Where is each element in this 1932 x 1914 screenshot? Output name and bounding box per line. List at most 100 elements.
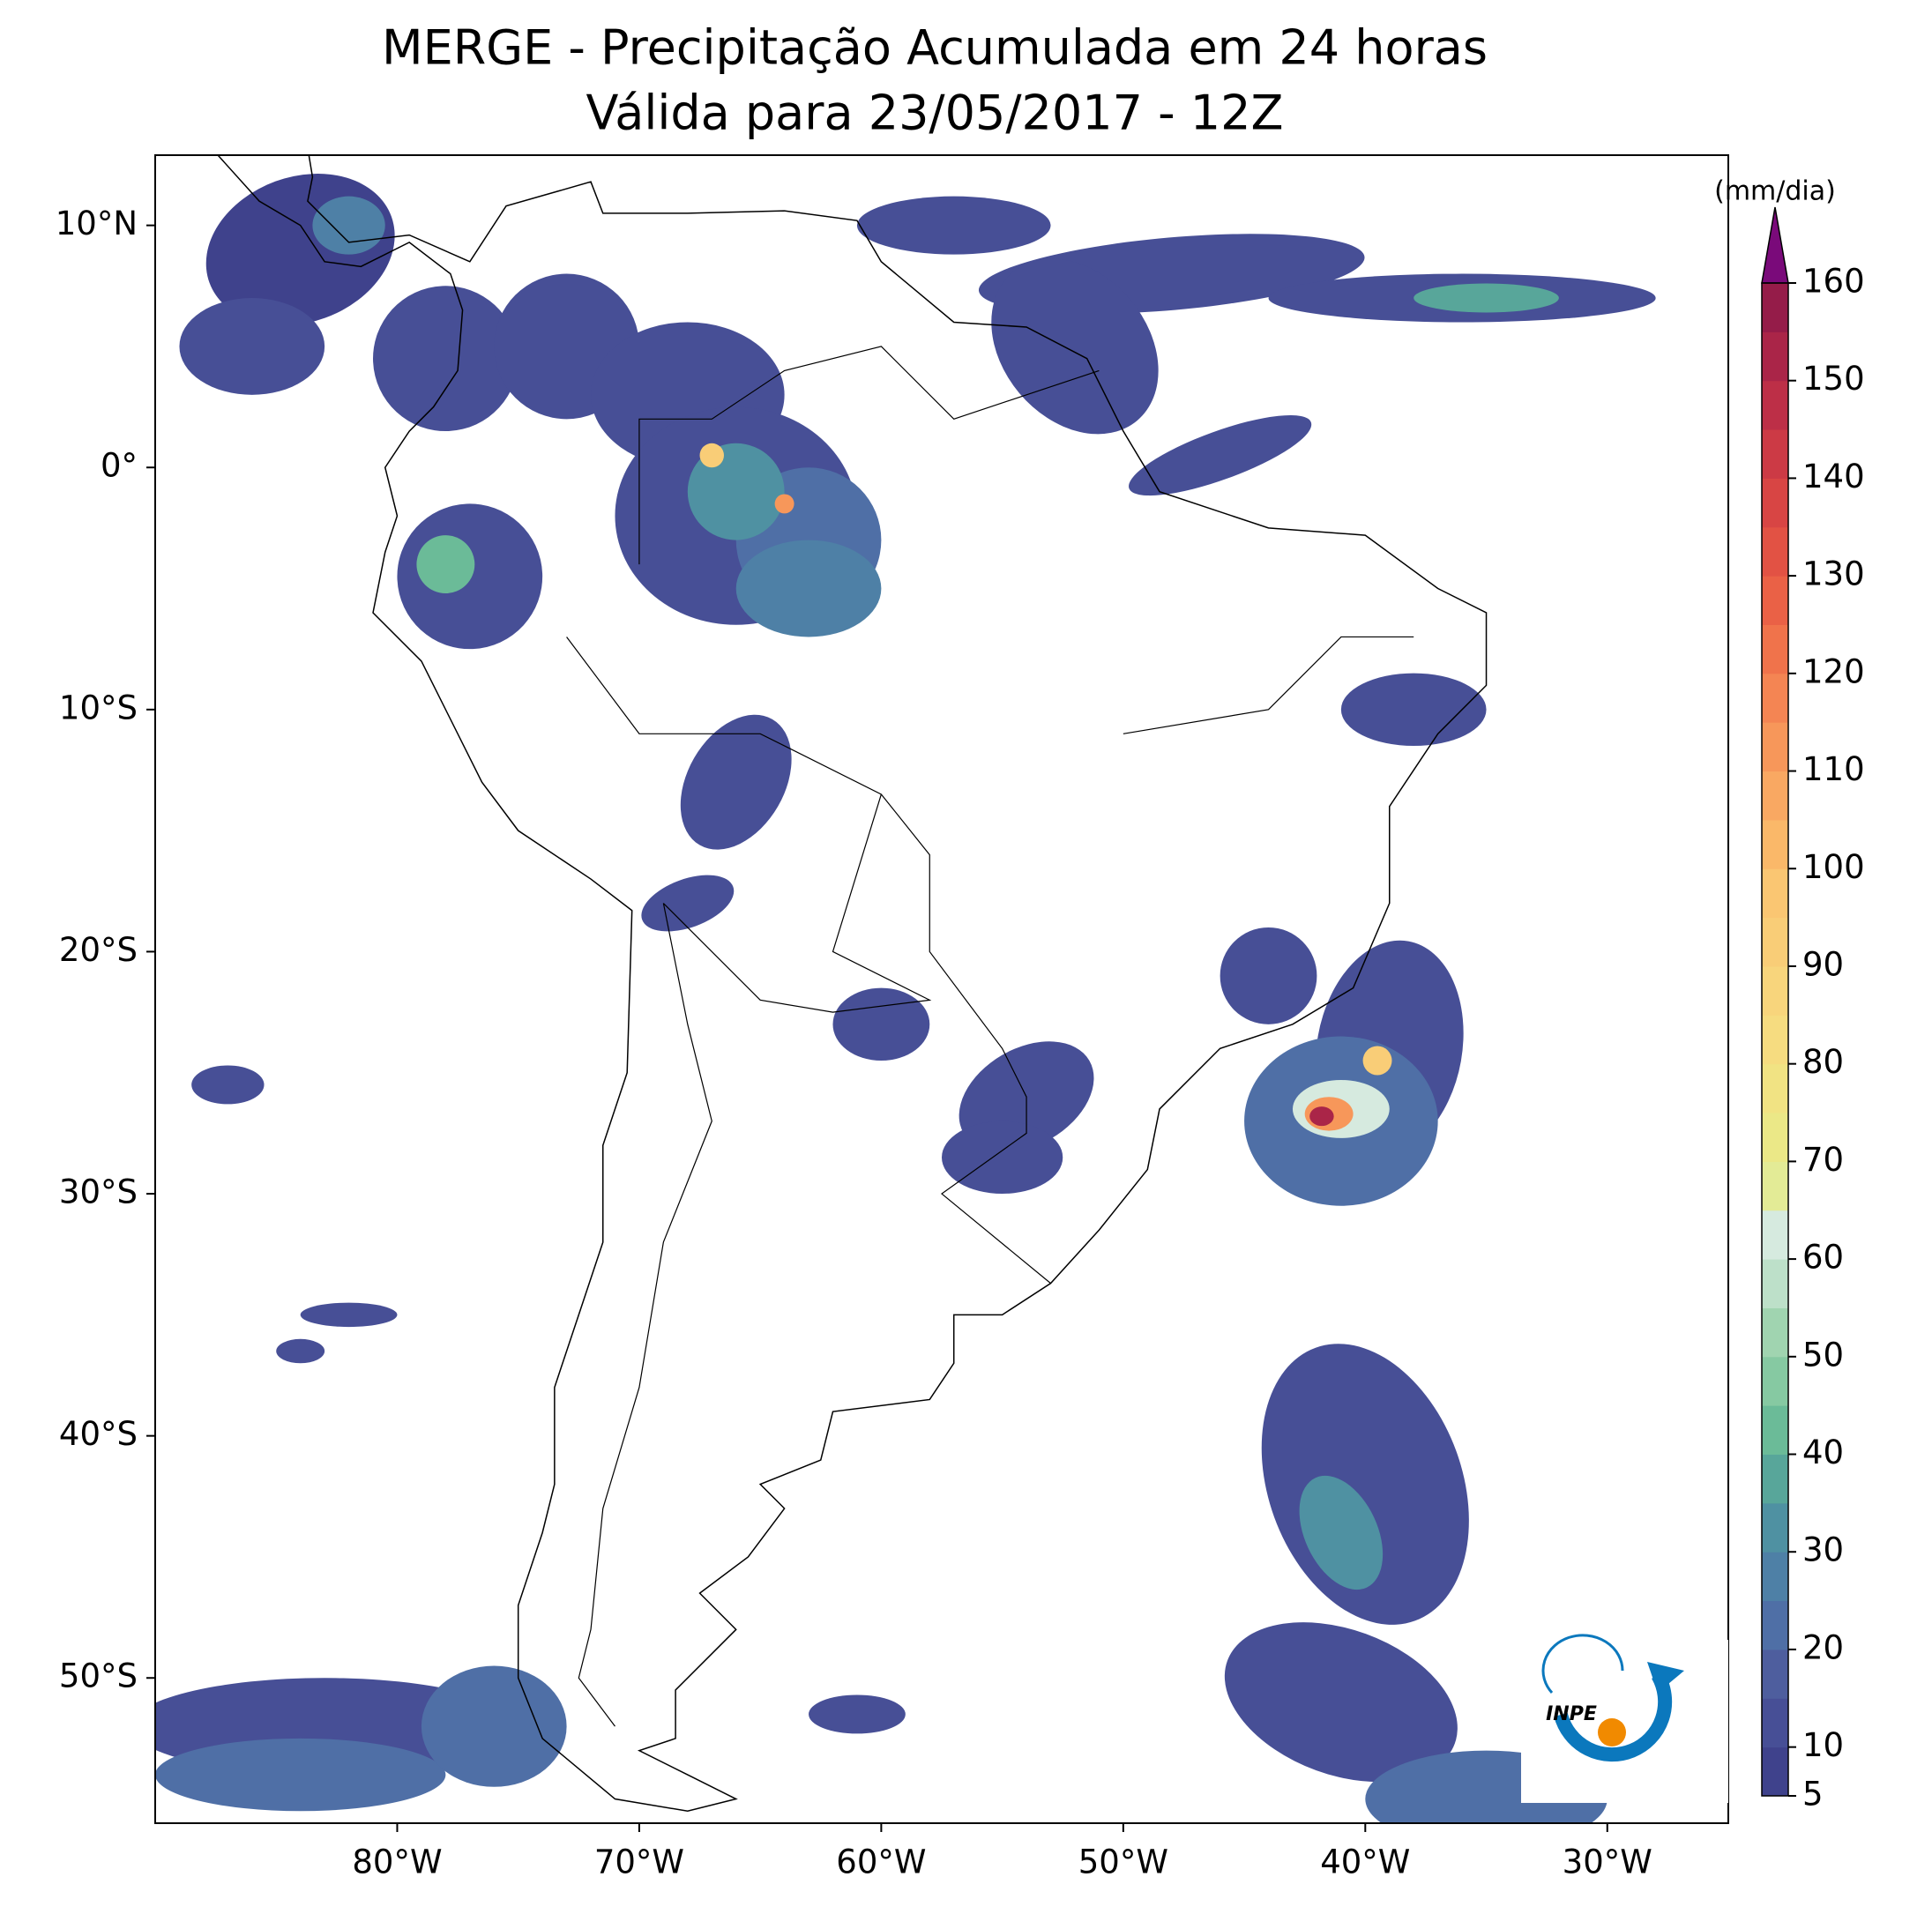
logo: INPE <box>1521 1634 1728 1803</box>
precip-area <box>699 443 724 468</box>
colorbar-tick-label: 90 <box>1802 945 1844 983</box>
colorbar-swatch <box>1762 1063 1788 1113</box>
precip-area <box>179 298 325 395</box>
colorbar-swatch <box>1762 673 1788 723</box>
precip-area <box>1220 927 1317 1024</box>
colorbar-swatch <box>1762 331 1788 382</box>
colorbar-swatch <box>1762 1698 1788 1748</box>
precip-area <box>991 258 1159 435</box>
precip-area <box>300 1302 398 1328</box>
precip-area <box>1129 414 1312 496</box>
chart-title: MERGE - Precipitação Acumulada em 24 hor… <box>382 20 1488 76</box>
precip-area <box>735 540 882 637</box>
colorbar-swatch <box>1762 1600 1788 1650</box>
colorbar-extension <box>1761 206 1789 284</box>
colorbar-swatch <box>1762 380 1788 430</box>
colorbar-swatch <box>1762 1405 1788 1456</box>
colorbar-swatch <box>1762 526 1788 577</box>
x-tick-label: 50°W <box>1078 1843 1168 1881</box>
precip-area <box>942 1121 1063 1195</box>
colorbar-tick-label: 20 <box>1802 1628 1844 1666</box>
precip-area <box>373 286 518 432</box>
logo-arrow <box>1647 1662 1684 1693</box>
colorbar-tick-label: 150 <box>1802 360 1865 398</box>
colorbar-tick-label: 140 <box>1802 458 1865 495</box>
y-tick-label: 20°S <box>59 931 138 969</box>
precip-area <box>276 1338 325 1364</box>
chart-subtitle: Válida para 23/05/2017 - 12Z <box>586 86 1284 141</box>
precip-area <box>856 196 1051 255</box>
colorbar-tick-label: 110 <box>1802 750 1865 788</box>
precip-area <box>1414 283 1559 313</box>
colorbar-tick-label: 60 <box>1802 1239 1844 1277</box>
colorbar-swatch <box>1762 722 1788 772</box>
y-tick-label: 10°N <box>56 205 138 242</box>
colorbar-tick-label: 5 <box>1802 1776 1824 1813</box>
y-tick-label: 30°S <box>59 1173 138 1211</box>
colorbar-swatch <box>1762 1552 1788 1602</box>
map-area <box>155 155 1656 1823</box>
x-tick-label: 60°W <box>836 1843 926 1881</box>
precip-area <box>191 1065 265 1105</box>
precip-area <box>774 494 794 514</box>
colorbar-swatch <box>1762 868 1788 919</box>
border <box>578 903 712 1727</box>
colorbar-tick-label: 160 <box>1802 263 1865 301</box>
precip-area <box>832 987 930 1061</box>
precip-area <box>809 1694 906 1734</box>
colorbar-swatch <box>1762 624 1788 674</box>
colorbar-tick-label: 120 <box>1802 652 1865 690</box>
colorbar-tick-label: 130 <box>1802 555 1865 593</box>
y-tick-label: 0° <box>101 447 138 485</box>
map-frame <box>154 154 1729 1824</box>
logo-sun <box>1598 1718 1626 1746</box>
logo-arc <box>1554 1671 1673 1762</box>
colorbar-swatch <box>1762 917 1788 967</box>
precip-area <box>1224 1622 1458 1783</box>
x-tick-label: 70°W <box>594 1843 684 1881</box>
border <box>638 346 1100 565</box>
colorbar-swatch <box>1762 283 1788 332</box>
colorbar-swatch <box>1762 1015 1788 1065</box>
precip-area <box>416 535 475 594</box>
precip-area <box>155 1738 446 1812</box>
colorbar-frame <box>1761 282 1789 1797</box>
colorbar-swatch <box>1762 771 1788 821</box>
border <box>662 793 932 1013</box>
colorbar-swatch <box>1762 819 1788 869</box>
colorbar-swatch <box>1762 1113 1788 1162</box>
colorbar-swatch <box>1762 1502 1788 1553</box>
colorbar-swatch <box>1762 1259 1788 1308</box>
colorbar: 5 10 20 30 40 50 60 70 80 90 100 110 120 130 140 150 160… <box>1714 176 1864 1813</box>
colorbar-swatch <box>1762 1454 1788 1504</box>
precip-area <box>421 1665 567 1787</box>
colorbar-tick-label: 100 <box>1802 848 1865 886</box>
precip-area <box>680 714 792 850</box>
precip-area <box>1362 1046 1392 1076</box>
x-tick-label: 30°W <box>1563 1843 1652 1881</box>
y-tick-label: 10°S <box>59 689 138 726</box>
precip-area <box>1340 673 1487 747</box>
colorbar-tick-label: 80 <box>1802 1043 1844 1081</box>
border <box>566 637 1051 1285</box>
border <box>1123 636 1414 734</box>
colorbar-swatch <box>1762 1210 1788 1260</box>
colorbar-swatch <box>1762 1746 1788 1797</box>
colorbar-swatch <box>1762 478 1788 528</box>
colorbar-tick-label: 70 <box>1802 1141 1844 1179</box>
colorbar-swatch <box>1762 1356 1788 1406</box>
precip-area <box>1261 1344 1469 1625</box>
colorbar-swatch <box>1762 429 1788 479</box>
y-tick-label: 40°S <box>59 1415 138 1453</box>
colorbar-swatch <box>1762 1649 1788 1699</box>
colorbar-swatch <box>1762 1307 1788 1358</box>
coastline <box>217 155 1488 1813</box>
colorbar-tick-label: 10 <box>1802 1726 1844 1764</box>
precip-area <box>312 196 385 255</box>
colorbar-tick-label: 30 <box>1802 1531 1844 1569</box>
precip-area <box>1299 1475 1384 1590</box>
colorbar-swatch <box>1762 1161 1788 1211</box>
x-tick-label: 80°W <box>352 1843 442 1881</box>
colorbar-swatch <box>1762 965 1788 1016</box>
